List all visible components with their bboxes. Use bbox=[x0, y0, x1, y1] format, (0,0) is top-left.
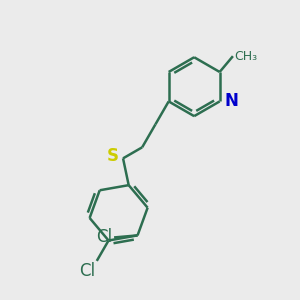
Text: S: S bbox=[106, 147, 118, 165]
Text: Cl: Cl bbox=[97, 228, 112, 246]
Text: CH₃: CH₃ bbox=[234, 50, 257, 63]
Text: N: N bbox=[224, 92, 238, 110]
Text: Cl: Cl bbox=[79, 262, 95, 280]
